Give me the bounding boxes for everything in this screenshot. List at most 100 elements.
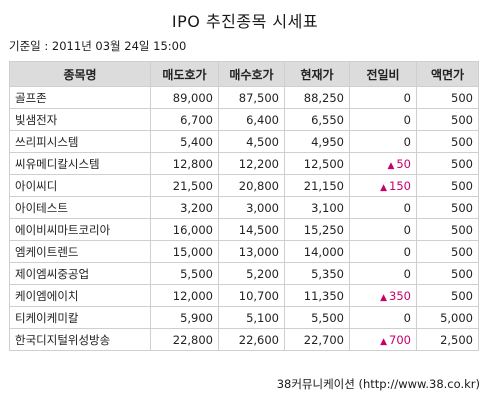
base-date: 기준일 : 2011년 03월 24일 15:00 (9, 39, 187, 53)
change-cell: ▲ 150 (349, 174, 417, 197)
bid-price-cell: 10,700 (218, 284, 285, 307)
ask-price-cell: 5,400 (150, 130, 219, 153)
current-price-cell: 11,350 (284, 284, 350, 307)
change-cell: ▲ 700 (349, 328, 417, 351)
table-row: 아이테스트 3,200 3,000 3,100 0 500 (9, 196, 479, 219)
change-value: 700 (389, 332, 411, 347)
change-value: 150 (389, 178, 411, 193)
stock-name-cell: 씨유메디칼시스템 (9, 152, 151, 175)
current-price-cell: 5,350 (284, 262, 350, 285)
change-cell: ▲ 50 (349, 152, 417, 175)
bid-price-cell: 6,400 (218, 108, 285, 131)
col-header-change: 전일비 (349, 61, 417, 87)
bid-price-cell: 5,200 (218, 262, 285, 285)
stock-name-cell: 빛샘전자 (9, 108, 151, 131)
current-price-cell: 4,950 (284, 130, 350, 153)
face-value-cell: 500 (416, 240, 479, 263)
header-row: 종목명 매도호가 매수호가 현재가 전일비 액면가 (9, 61, 479, 87)
current-price-cell: 5,500 (284, 306, 350, 329)
table-row: 한국디지털위성방송 22,800 22,600 22,700 ▲ 700 2,500 (9, 328, 479, 351)
current-price-cell: 88,250 (284, 86, 350, 109)
face-value-cell: 500 (416, 86, 479, 109)
bid-price-cell: 5,100 (218, 306, 285, 329)
source-credit: 38커뮤니케이션 (http://www.38.co.kr) (276, 377, 480, 391)
triangle-up-icon: ▲ (380, 182, 388, 193)
bid-price-cell: 4,500 (218, 130, 285, 153)
ask-price-cell: 21,500 (150, 174, 219, 197)
table-row: 티케이케미칼 5,900 5,100 5,500 0 5,000 (9, 306, 479, 329)
stock-name-cell: 아이씨디 (9, 174, 151, 197)
current-price-cell: 21,150 (284, 174, 350, 197)
stock-name-cell: 에이비씨마트코리아 (9, 218, 151, 241)
change-value: 50 (396, 156, 411, 171)
ask-price-cell: 5,900 (150, 306, 219, 329)
change-cell: 0 (349, 86, 417, 109)
table-row: 빛샘전자 6,700 6,400 6,550 0 500 (9, 108, 479, 131)
change-cell: 0 (349, 196, 417, 219)
stock-name-cell: 한국디지털위성방송 (9, 328, 151, 351)
ask-price-cell: 89,000 (150, 86, 219, 109)
bid-price-cell: 14,500 (218, 218, 285, 241)
bid-price-cell: 20,800 (218, 174, 285, 197)
current-price-cell: 6,550 (284, 108, 350, 131)
col-header-bid: 매수호가 (218, 61, 285, 87)
current-price-cell: 14,000 (284, 240, 350, 263)
face-value-cell: 500 (416, 284, 479, 307)
bid-price-cell: 22,600 (218, 328, 285, 351)
table-row: 엠케이트렌드 15,000 13,000 14,000 0 500 (9, 240, 479, 263)
quote-table: 종목명 매도호가 매수호가 현재가 전일비 액면가 골프존 89,000 87,50… (9, 61, 479, 351)
col-header-face-value: 액면가 (416, 61, 479, 87)
table-row: 제이엠씨중공업 5,500 5,200 5,350 0 500 (9, 262, 479, 285)
stock-name-cell: 티케이케미칼 (9, 306, 151, 329)
triangle-up-icon: ▲ (380, 292, 388, 303)
col-header-price: 현재가 (284, 61, 350, 87)
current-price-cell: 3,100 (284, 196, 350, 219)
face-value-cell: 500 (416, 130, 479, 153)
table-row: 에이비씨마트코리아 16,000 14,500 15,250 0 500 (9, 218, 479, 241)
table-row: 케이엠에이치 12,000 10,700 11,350 ▲ 350 500 (9, 284, 479, 307)
change-value: 350 (389, 288, 411, 303)
face-value-cell: 500 (416, 218, 479, 241)
page-title: IPO 추진종목 시세표 (171, 12, 319, 31)
stock-name-cell: 케이엠에이치 (9, 284, 151, 307)
face-value-cell: 5,000 (416, 306, 479, 329)
table-row: 씨유메디칼시스템 12,800 12,200 12,500 ▲ 50 500 (9, 152, 479, 175)
bid-price-cell: 13,000 (218, 240, 285, 263)
bid-price-cell: 12,200 (218, 152, 285, 175)
table-body: 골프존 89,000 87,500 88,250 0 500 빛샘전자 6,700 6,400 6… (9, 86, 479, 351)
face-value-cell: 500 (416, 262, 479, 285)
change-cell: 0 (349, 218, 417, 241)
stock-name-cell: 엠케이트렌드 (9, 240, 151, 263)
face-value-cell: 500 (416, 108, 479, 131)
bid-price-cell: 3,000 (218, 196, 285, 219)
face-value-cell: 500 (416, 152, 479, 175)
ask-price-cell: 22,800 (150, 328, 219, 351)
table-row: 아이씨디 21,500 20,800 21,150 ▲ 150 500 (9, 174, 479, 197)
triangle-up-icon: ▲ (380, 336, 388, 347)
change-cell: 0 (349, 130, 417, 153)
ask-price-cell: 6,700 (150, 108, 219, 131)
col-header-name: 종목명 (9, 61, 151, 87)
ask-price-cell: 15,000 (150, 240, 219, 263)
bid-price-cell: 87,500 (218, 86, 285, 109)
change-cell: 0 (349, 108, 417, 131)
current-price-cell: 12,500 (284, 152, 350, 175)
col-header-ask: 매도호가 (150, 61, 219, 87)
change-cell: 0 (349, 240, 417, 263)
stock-name-cell: 제이엠씨중공업 (9, 262, 151, 285)
triangle-up-icon: ▲ (387, 160, 395, 171)
face-value-cell: 500 (416, 196, 479, 219)
ask-price-cell: 16,000 (150, 218, 219, 241)
table-row: 골프존 89,000 87,500 88,250 0 500 (9, 86, 479, 109)
ask-price-cell: 5,500 (150, 262, 219, 285)
current-price-cell: 22,700 (284, 328, 350, 351)
face-value-cell: 500 (416, 174, 479, 197)
change-cell: 0 (349, 306, 417, 329)
stock-name-cell: 골프존 (9, 86, 151, 109)
stock-name-cell: 아이테스트 (9, 196, 151, 219)
ask-price-cell: 12,800 (150, 152, 219, 175)
ask-price-cell: 12,000 (150, 284, 219, 307)
table-row: 쓰리피시스템 5,400 4,500 4,950 0 500 (9, 130, 479, 153)
stock-name-cell: 쓰리피시스템 (9, 130, 151, 153)
current-price-cell: 15,250 (284, 218, 350, 241)
